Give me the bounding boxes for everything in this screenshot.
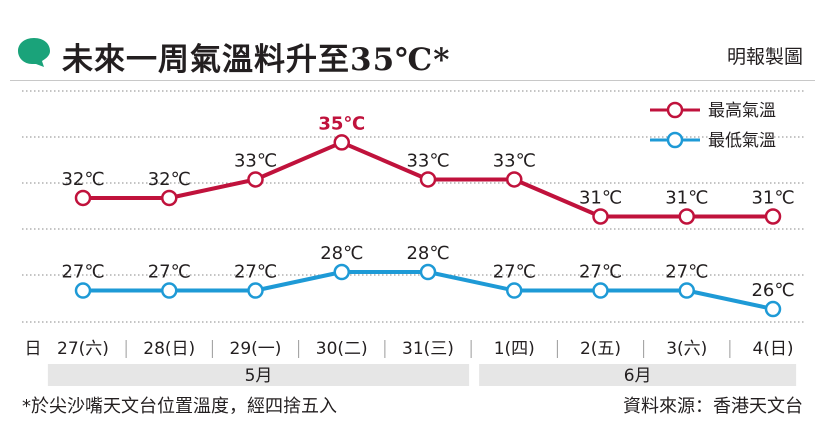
legend-label-high: 最高氣溫 <box>708 101 776 121</box>
data-point-high <box>247 171 264 188</box>
data-point-high <box>419 171 437 188</box>
data-label-high: 31℃ <box>579 187 622 208</box>
x-tick-label: 27(六) <box>57 339 109 359</box>
data-point-high <box>678 208 695 225</box>
data-label-high: 33℃ <box>234 150 277 171</box>
data-label-low: 27℃ <box>579 262 622 283</box>
data-label-high: 32℃ <box>148 169 191 190</box>
data-point-low <box>333 263 350 281</box>
data-point-high <box>592 208 609 225</box>
x-tick-label: 29(一) <box>230 339 282 359</box>
speech-bubble-icon <box>18 38 50 67</box>
data-label-low: 27℃ <box>234 262 277 283</box>
data-point-low <box>419 263 437 281</box>
data-point-low <box>678 282 695 299</box>
legend-marker-high <box>666 101 684 119</box>
x-tick-label: 31(三) <box>402 339 454 359</box>
data-point-high <box>74 189 92 207</box>
data-point-low <box>74 282 92 299</box>
x-tick-label: 4(日) <box>752 339 793 359</box>
data-label-high: 32℃ <box>61 169 104 190</box>
data-label-low: 27℃ <box>665 262 708 283</box>
data-label-low: 27℃ <box>61 262 104 283</box>
x-tick-label: 3(六) <box>666 339 707 359</box>
x-tick-label: 1(四) <box>494 339 535 359</box>
data-label-low: 26℃ <box>751 280 794 301</box>
data-point-low <box>592 282 609 299</box>
month-band <box>47 364 470 386</box>
data-point-high <box>333 134 350 151</box>
graphic-credit: 明報製圖 <box>726 46 803 68</box>
data-point-low <box>161 282 178 299</box>
data-point-low <box>247 282 264 299</box>
data-label-low: 27℃ <box>148 262 191 283</box>
data-label-high: 35℃ <box>318 113 365 134</box>
data-point-low <box>506 282 523 299</box>
data-label-high: 31℃ <box>751 187 794 208</box>
data-source: 資料來源：香港天文台 <box>623 396 803 417</box>
data-point-high <box>506 171 523 188</box>
data-point-high <box>764 208 782 225</box>
data-point-high <box>161 189 178 207</box>
footnote: *於尖沙嘴天文台位置溫度，經四捨五入 <box>22 396 337 417</box>
x-tick-label: 2(五) <box>580 339 621 359</box>
data-label-high: 33℃ <box>406 150 449 171</box>
day-axis-label: 日 <box>25 339 42 359</box>
data-label-low: 27℃ <box>493 262 536 283</box>
x-tick-label: 28(日) <box>143 339 195 359</box>
chart-title: 未來一周氣溫料升至35℃* <box>62 42 451 78</box>
x-tick-label: 30(二) <box>316 339 368 359</box>
data-label-high: 33℃ <box>493 150 536 171</box>
month-band <box>479 364 797 386</box>
data-label-low: 28℃ <box>320 243 363 264</box>
legend-marker-low <box>666 131 684 149</box>
header-divider <box>10 80 815 81</box>
data-label-high: 31℃ <box>665 187 708 208</box>
legend-label-low: 最低氣溫 <box>708 131 776 151</box>
data-point-low <box>764 300 782 318</box>
month-label: 5月 <box>245 366 273 386</box>
data-label-low: 28℃ <box>406 243 449 264</box>
month-label: 6月 <box>624 366 652 386</box>
